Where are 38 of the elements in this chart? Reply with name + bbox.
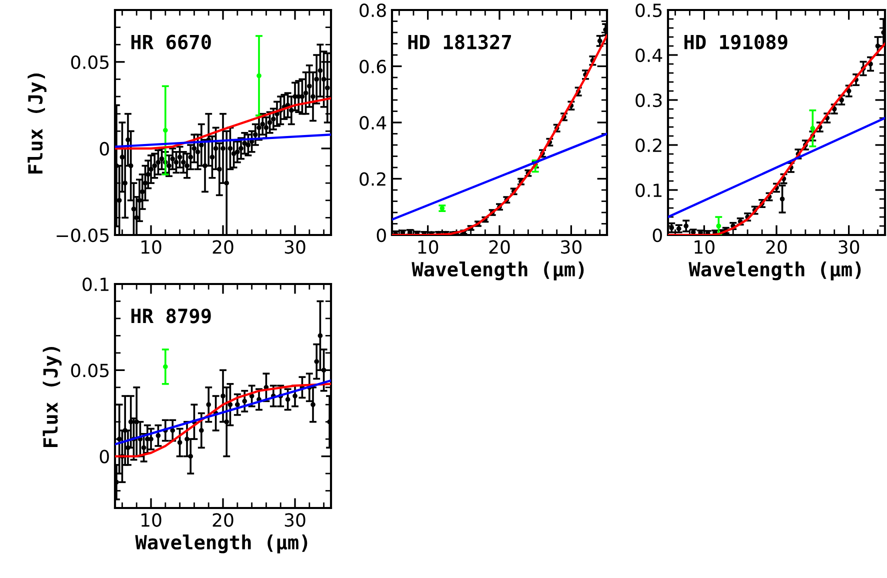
y-tick-label: 0.4 bbox=[360, 116, 386, 130]
x-tick-label: 30 bbox=[284, 240, 306, 254]
x-tick-label: 10 bbox=[141, 513, 162, 527]
x-tick-label: 30 bbox=[838, 240, 860, 254]
y-axis-title: Flux (Jy) bbox=[42, 346, 62, 447]
text: HD 191089 bbox=[684, 34, 788, 50]
x-tick-label: 20 bbox=[212, 513, 234, 527]
y-tick-label: 0.1 bbox=[636, 183, 662, 198]
x-tick-label: 20 bbox=[212, 240, 234, 254]
y-tick-label: 0.2 bbox=[636, 138, 662, 152]
x-tick-label: 10 bbox=[418, 240, 438, 254]
y-tick-label: 0.6 bbox=[360, 60, 386, 74]
text: HR 6670 bbox=[131, 34, 211, 50]
y-tick-label: 0.05 bbox=[71, 364, 109, 378]
y-tick-label: 0.2 bbox=[360, 172, 386, 186]
y-tick-label: 0 bbox=[100, 142, 109, 156]
text: HR 8799 bbox=[131, 308, 211, 324]
y-tick-label: 0 bbox=[100, 450, 109, 464]
x-axis-title: Wavelength (μm) bbox=[412, 262, 584, 280]
y-tick-label: 0 bbox=[376, 228, 386, 242]
y-tick-label: 0 bbox=[652, 228, 662, 242]
y-tick-label: 0.8 bbox=[360, 3, 386, 18]
x-tick-label: 30 bbox=[561, 240, 582, 254]
x-tick-label: 10 bbox=[141, 240, 162, 254]
y-tick-label: 0.05 bbox=[71, 55, 109, 70]
y-tick-label: 0.4 bbox=[636, 48, 662, 62]
y-tick-label: 0.5 bbox=[636, 3, 662, 18]
y-axis-title: Flux (Jy) bbox=[28, 73, 46, 174]
y-tick-label: −0.05 bbox=[56, 228, 109, 242]
x-tick-label: 20 bbox=[489, 240, 510, 254]
x-tick-label: 10 bbox=[694, 240, 714, 254]
y-tick-label: 0.3 bbox=[636, 93, 662, 108]
y-tick-label: 0.1 bbox=[82, 277, 108, 292]
text: HD 181327 bbox=[408, 34, 511, 50]
x-tick-label: 20 bbox=[766, 240, 787, 254]
x-tick-label: 30 bbox=[284, 513, 306, 527]
x-axis-title: Wavelength (μm) bbox=[688, 262, 861, 280]
x-axis-title: Wavelength (μm) bbox=[135, 534, 308, 554]
